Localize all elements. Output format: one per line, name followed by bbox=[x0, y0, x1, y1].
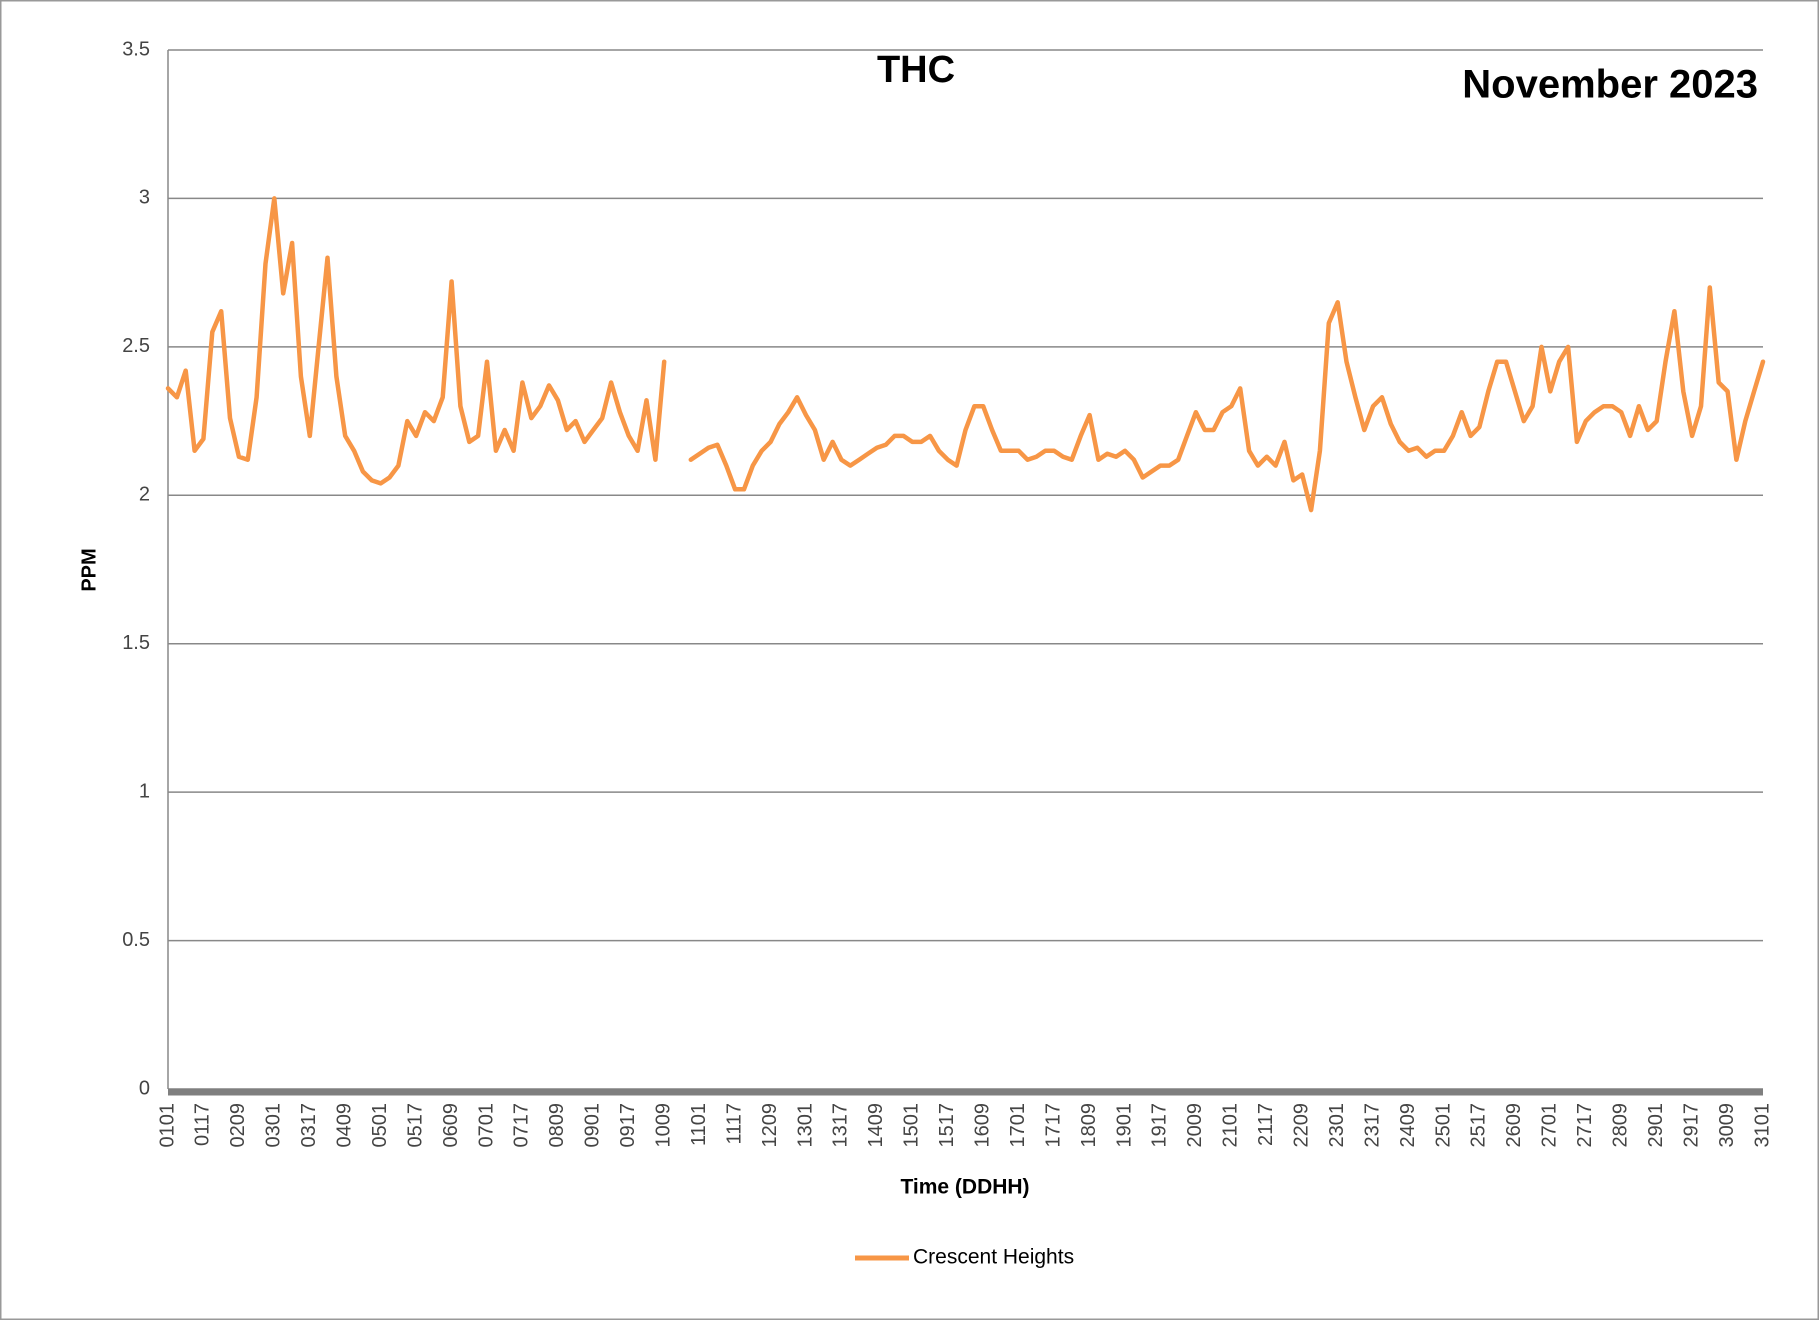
y-tick-label: 1.5 bbox=[122, 632, 150, 654]
x-tick-label: 2301 bbox=[1326, 1103, 1348, 1148]
x-tick-label: 1901 bbox=[1113, 1103, 1135, 1148]
x-tick-label: 0517 bbox=[404, 1103, 426, 1148]
x-tick-label: 1517 bbox=[936, 1103, 958, 1148]
x-tick-label: 0209 bbox=[227, 1103, 249, 1148]
x-tick-label: 2917 bbox=[1680, 1103, 1702, 1148]
y-tick-label: 0 bbox=[139, 1077, 150, 1099]
x-tick-label: 1301 bbox=[794, 1103, 816, 1148]
x-tick-label: 1501 bbox=[901, 1103, 923, 1148]
x-tick-label: 1409 bbox=[865, 1103, 887, 1148]
x-tick-label: 0117 bbox=[192, 1103, 214, 1146]
x-tick-label: 1917 bbox=[1149, 1103, 1171, 1148]
x-axis-title: Time (DDHH) bbox=[900, 1176, 1029, 1199]
x-tick-label: 2517 bbox=[1468, 1103, 1490, 1148]
x-tick-label: 1117 bbox=[723, 1103, 745, 1145]
x-tick-label: 2009 bbox=[1184, 1103, 1206, 1148]
x-tick-label: 0501 bbox=[369, 1103, 391, 1148]
x-tick-label: 2409 bbox=[1397, 1103, 1419, 1148]
x-tick-label: 0717 bbox=[511, 1103, 533, 1148]
x-tick-label: 3101 bbox=[1751, 1103, 1773, 1148]
x-tick-label: 0809 bbox=[546, 1103, 568, 1148]
x-tick-label: 1701 bbox=[1007, 1103, 1029, 1148]
legend-label: Crescent Heights bbox=[913, 1246, 1074, 1269]
x-tick-label: 2117 bbox=[1255, 1103, 1277, 1146]
x-tick-label: 2901 bbox=[1645, 1103, 1667, 1148]
x-tick-label: 2317 bbox=[1361, 1103, 1383, 1148]
x-tick-label: 1717 bbox=[1042, 1103, 1064, 1148]
x-tick-label: 2209 bbox=[1291, 1103, 1313, 1148]
x-tick-label: 1317 bbox=[830, 1103, 852, 1148]
x-tick-label: 0701 bbox=[475, 1103, 497, 1148]
x-tick-label: 2501 bbox=[1432, 1103, 1454, 1148]
x-tick-label: 1209 bbox=[759, 1103, 781, 1148]
x-tick-label: 0409 bbox=[334, 1103, 356, 1148]
y-tick-label: 3 bbox=[139, 187, 150, 209]
plot-area: 0 0.5 1 1.5 2 2.5 3 3.5 0101 0117 0209 0301 0317 0409… bbox=[122, 38, 1773, 1147]
y-tick-label: 2.5 bbox=[122, 335, 150, 357]
x-tick-label: 2809 bbox=[1610, 1103, 1632, 1148]
x-tick-label: 0901 bbox=[582, 1103, 604, 1148]
chart-title: THC bbox=[877, 49, 955, 91]
x-tick-label: 0917 bbox=[617, 1103, 639, 1148]
y-tick-label: 2 bbox=[139, 484, 150, 506]
legend: Crescent Heights bbox=[855, 1246, 1074, 1269]
y-tick-label: 0.5 bbox=[122, 929, 150, 951]
x-tick-label: 2701 bbox=[1539, 1103, 1561, 1148]
y-tick-label: 3.5 bbox=[122, 38, 150, 60]
x-tick-label: 2717 bbox=[1574, 1103, 1596, 1148]
y-axis-title: PPM bbox=[78, 548, 100, 591]
x-tick-label: 1809 bbox=[1078, 1103, 1100, 1148]
chart-subtitle: November 2023 bbox=[1462, 63, 1758, 107]
x-tick-label: 1101 bbox=[688, 1103, 710, 1146]
x-tick-label: 0101 bbox=[156, 1103, 178, 1148]
y-tick-label: 1 bbox=[139, 780, 150, 802]
x-tick-label: 0609 bbox=[440, 1103, 462, 1148]
x-tick-label: 1609 bbox=[972, 1103, 994, 1148]
x-tick-label: 0317 bbox=[298, 1103, 320, 1148]
data-line bbox=[165, 196, 1766, 513]
x-tick-label: 3009 bbox=[1716, 1103, 1738, 1148]
x-tick-label: 1009 bbox=[653, 1103, 675, 1148]
x-tick-label: 0301 bbox=[263, 1103, 285, 1148]
x-tick-label: 2101 bbox=[1220, 1103, 1242, 1148]
x-tick-label: 2609 bbox=[1503, 1103, 1525, 1148]
